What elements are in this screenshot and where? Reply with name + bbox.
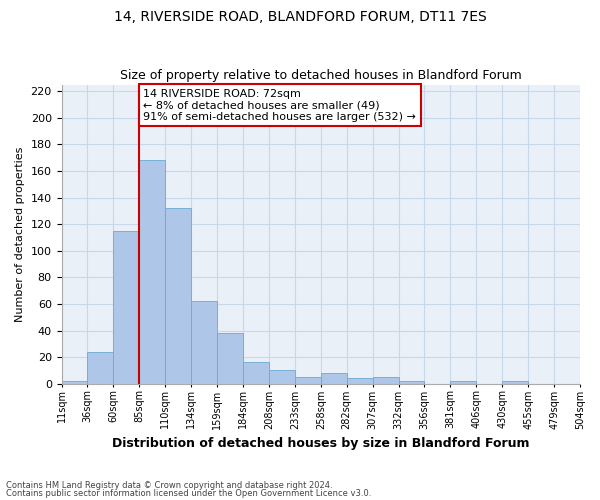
Bar [139, 160, 165, 384]
Bar [269, 370, 295, 384]
Bar [347, 378, 373, 384]
Bar [243, 362, 269, 384]
Text: Contains HM Land Registry data © Crown copyright and database right 2024.: Contains HM Land Registry data © Crown c… [6, 481, 332, 490]
Text: 14 RIVERSIDE ROAD: 72sqm
← 8% of detached houses are smaller (49)
91% of semi-de: 14 RIVERSIDE ROAD: 72sqm ← 8% of detache… [143, 88, 416, 122]
Title: Size of property relative to detached houses in Blandford Forum: Size of property relative to detached ho… [120, 69, 521, 82]
Bar [502, 381, 528, 384]
Bar [217, 333, 243, 384]
Bar [165, 208, 191, 384]
Text: 14, RIVERSIDE ROAD, BLANDFORD FORUM, DT11 7ES: 14, RIVERSIDE ROAD, BLANDFORD FORUM, DT1… [113, 10, 487, 24]
Bar [451, 381, 476, 384]
Bar [88, 352, 113, 384]
Bar [373, 377, 398, 384]
Bar [398, 381, 424, 384]
Bar [295, 377, 321, 384]
X-axis label: Distribution of detached houses by size in Blandford Forum: Distribution of detached houses by size … [112, 437, 530, 450]
Text: Contains public sector information licensed under the Open Government Licence v3: Contains public sector information licen… [6, 488, 371, 498]
Bar [113, 231, 139, 384]
Bar [62, 381, 88, 384]
Bar [321, 373, 347, 384]
Bar [191, 302, 217, 384]
Y-axis label: Number of detached properties: Number of detached properties [15, 146, 25, 322]
